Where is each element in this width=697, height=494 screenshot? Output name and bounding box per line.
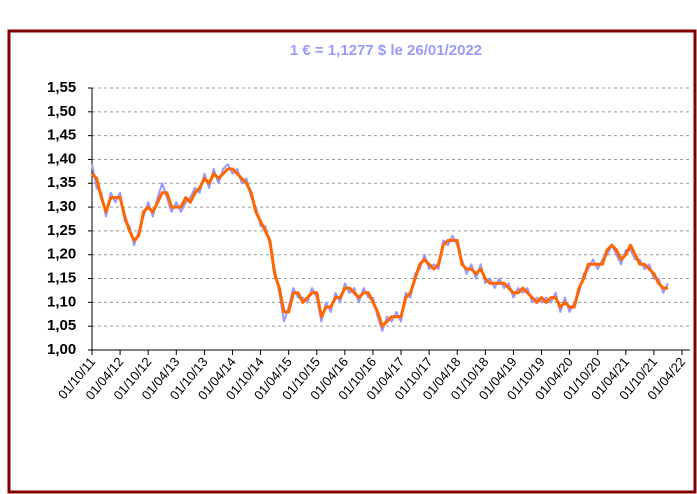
y-tick-label: 1,30 [47, 198, 76, 215]
y-tick-label: 1,35 [47, 174, 76, 191]
y-tick-label: 1,10 [47, 293, 76, 310]
y-tick-label: 1,00 [47, 341, 76, 358]
y-tick-label: 1,45 [47, 127, 76, 144]
chart-title: 1 € = 1,1277 $ le 26/01/2022 [290, 42, 482, 59]
y-tick-label: 1,15 [47, 270, 76, 287]
series-line [90, 167, 668, 328]
y-tick-label: 1,40 [47, 150, 76, 167]
frame [7, 29, 697, 494]
y-tick-label: 1,55 [47, 79, 76, 96]
y-tick-label: 1,05 [47, 317, 76, 334]
y-tick-label: 1,25 [47, 222, 76, 239]
y-tick-label: 1,20 [47, 246, 76, 263]
y-tick-label: 1,50 [47, 103, 76, 120]
